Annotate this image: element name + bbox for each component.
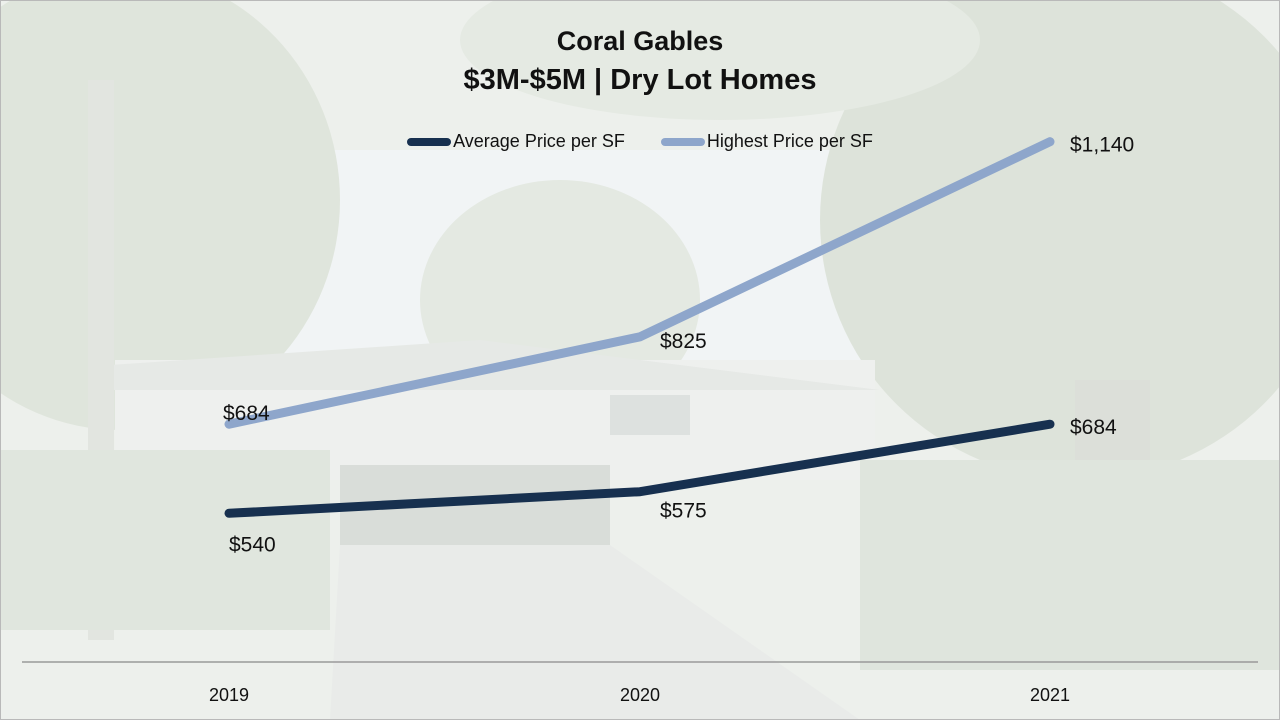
chart-subtitle: $3M-$5M | Dry Lot Homes <box>463 64 817 96</box>
series-line-average <box>224 419 1055 518</box>
x-tick-label-2021: 2021 <box>1030 685 1070 705</box>
data-label-highest-2020: $825 <box>660 330 707 353</box>
legend: Average Price per SF Highest Price per S… <box>0 131 1280 152</box>
legend-item-average: Average Price per SF <box>407 131 625 152</box>
data-label-highest-2019: $684 <box>223 402 270 425</box>
legend-swatch-highest <box>660 137 705 146</box>
data-label-average-2019: $540 <box>229 533 276 556</box>
data-label-average-2021: $684 <box>1070 416 1117 439</box>
legend-swatch-average <box>407 137 452 146</box>
data-label-average-2020: $575 <box>660 500 707 523</box>
data-label-highest-2021: $1,140 <box>1070 134 1134 157</box>
x-tick-label-2019: 2019 <box>209 685 249 705</box>
chart-title: Coral Gables <box>556 26 724 56</box>
legend-item-highest: Highest Price per SF <box>660 131 873 152</box>
legend-label-average: Average Price per SF <box>453 131 625 151</box>
legend-label-highest: Highest Price per SF <box>706 131 873 151</box>
x-tick-label-2020: 2020 <box>620 685 660 705</box>
series-line-highest <box>224 137 1055 429</box>
